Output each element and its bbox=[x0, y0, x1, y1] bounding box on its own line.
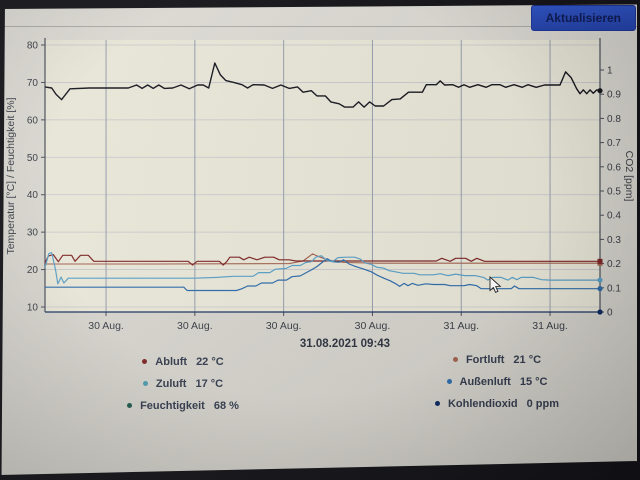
legend-value: 22 °C bbox=[196, 355, 224, 368]
right-tick-label: 0.7 bbox=[607, 138, 621, 149]
right-tick-label: 0.4 bbox=[607, 211, 621, 222]
legend-item-feuchtigkeit: Feuchtigkeit 68 % bbox=[88, 398, 278, 413]
left-tick-label: 80 bbox=[27, 41, 39, 52]
legend-column-left: Abluft 22 °C Zuluft 17 °C Feuchtigkeit 6… bbox=[88, 354, 278, 420]
left-tick-label: 20 bbox=[27, 265, 39, 276]
legend-label: Feuchtigkeit bbox=[140, 399, 205, 412]
chart-timestamp: 31.08.2021 09:43 bbox=[299, 338, 391, 350]
right-tick-label: 0.8 bbox=[607, 114, 621, 125]
legend-label: Außenluft bbox=[459, 375, 511, 388]
series-endmarker-kohlendioxid bbox=[597, 309, 603, 315]
right-tick-label: 0 bbox=[607, 308, 613, 319]
right-tick-label: 0.9 bbox=[607, 90, 621, 101]
right-axis-title: CO2 [ppm] bbox=[623, 151, 635, 202]
right-tick-label: 0.1 bbox=[607, 283, 621, 294]
legend-item-fortluft: Fortluft 21 °C bbox=[402, 352, 592, 367]
left-tick-label: 10 bbox=[27, 303, 39, 314]
right-tick-label: 0.5 bbox=[607, 187, 621, 198]
series-endmarker-aussenluft bbox=[597, 286, 603, 292]
legend-item-kohlendioxid: Kohlendioxid 0 ppm bbox=[402, 396, 592, 411]
right-tick-label: 1 bbox=[607, 66, 613, 77]
abluft-bullet-icon bbox=[142, 359, 148, 364]
x-tick-label: 31 Aug. bbox=[443, 320, 479, 332]
x-tick-label: 30 Aug. bbox=[88, 320, 124, 332]
legend-label: Abluft bbox=[155, 355, 188, 368]
left-tick-label: 70 bbox=[27, 78, 39, 89]
series-line-abluft bbox=[44, 254, 600, 266]
x-tick-label: 30 Aug. bbox=[177, 320, 213, 332]
legend-item-abluft: Abluft 22 °C bbox=[88, 354, 278, 369]
series-line-feuchtigkeit bbox=[44, 62, 601, 108]
legend-column-right: Fortluft 21 °C Außenluft 15 °C Kohlendio… bbox=[402, 352, 592, 418]
legend-item-zuluft: Zuluft 17 °C bbox=[88, 376, 278, 391]
feuchtigkeit-bullet-icon bbox=[127, 403, 133, 408]
legend-label: Kohlendioxid bbox=[447, 397, 518, 410]
right-tick-label: 0.3 bbox=[607, 235, 621, 246]
zuluft-bullet-icon bbox=[142, 381, 148, 386]
x-tick-label: 30 Aug. bbox=[355, 320, 391, 332]
left-tick-label: 50 bbox=[27, 153, 39, 164]
legend-label: Fortluft bbox=[465, 353, 505, 366]
x-tick-label: 30 Aug. bbox=[266, 320, 302, 332]
kohlendioxid-bullet-icon bbox=[434, 401, 440, 406]
left-tick-label: 30 bbox=[27, 228, 39, 239]
legend-value: 15 °C bbox=[519, 375, 548, 388]
series-line-aussenluft bbox=[45, 258, 600, 292]
legend-value: 68 % bbox=[213, 399, 239, 412]
header-bar: Aktualisieren bbox=[0, 0, 640, 31]
refresh-button[interactable]: Aktualisieren bbox=[530, 5, 636, 31]
fortluft-bullet-icon bbox=[452, 357, 458, 362]
series-endmarker-feuchtigkeit bbox=[597, 88, 603, 94]
right-tick-label: 0.6 bbox=[607, 162, 621, 173]
series-endmarker-zuluft bbox=[597, 277, 603, 283]
series-endmarker-abluft bbox=[597, 258, 603, 264]
left-tick-label: 40 bbox=[27, 190, 39, 201]
chart-canvas: 80 70 60 50 40 30 20 10 1 0.9 0.8 0.7 0.6 0.5 0.4 0.3 0.… bbox=[5, 38, 635, 332]
legend-label: Zuluft bbox=[155, 377, 187, 390]
left-axis-title: Temperatur [°C] / Feuchtigkeit [%] bbox=[5, 97, 17, 254]
x-tick-label: 31 Aug. bbox=[532, 320, 568, 332]
left-tick-label: 60 bbox=[27, 115, 39, 126]
legend-value: 17 °C bbox=[195, 377, 224, 390]
right-tick-label: 0.2 bbox=[607, 259, 621, 270]
aussenluft-bullet-icon bbox=[446, 379, 452, 384]
legend-item-aussenluft: Außenluft 15 °C bbox=[402, 374, 592, 389]
legend-value: 0 ppm bbox=[526, 397, 560, 410]
legend-value: 21 °C bbox=[513, 353, 542, 366]
plot-area bbox=[45, 40, 600, 312]
